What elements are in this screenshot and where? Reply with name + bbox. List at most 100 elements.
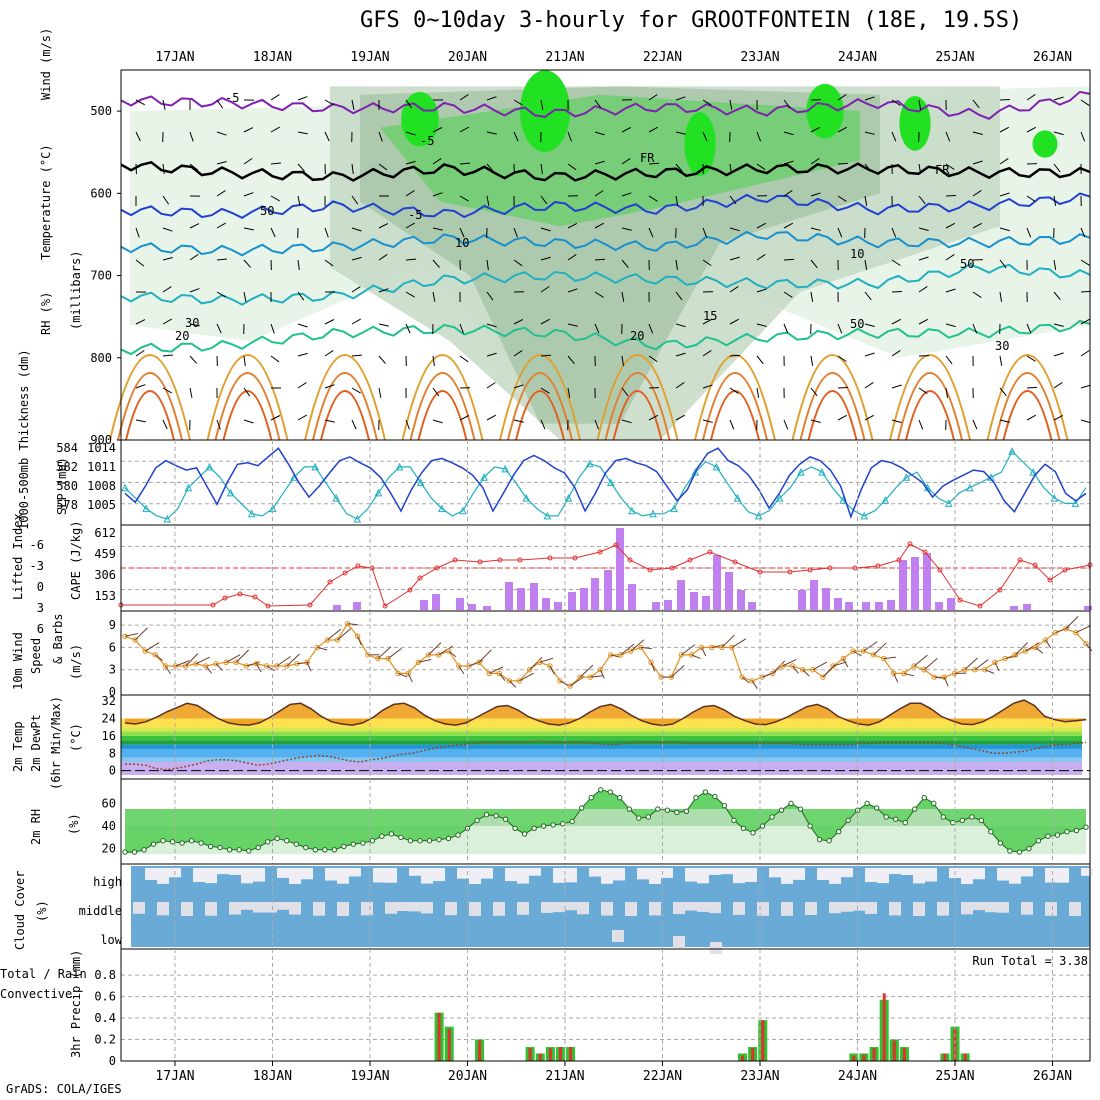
li-point	[547, 555, 553, 561]
wind-barb	[918, 256, 929, 261]
ylabel-upper: RH (%)	[39, 292, 53, 335]
li-point	[896, 557, 902, 563]
wind-barb	[702, 318, 713, 325]
date-label-top: 20JAN	[448, 50, 487, 65]
thickness-point	[775, 493, 784, 502]
rh2m-point	[1026, 845, 1032, 852]
cloud-high-gap	[1021, 868, 1033, 877]
wind-barb	[486, 96, 497, 101]
cape-bar	[652, 602, 660, 610]
li-point	[407, 587, 413, 593]
wind-barb	[405, 131, 416, 136]
wind-barb	[540, 419, 546, 430]
wind-barb	[324, 419, 335, 423]
cape-bar	[664, 600, 672, 610]
cape-bar	[505, 582, 513, 610]
cloud-mid-gap	[1069, 902, 1081, 916]
wind-barb	[621, 387, 629, 397]
wind-barb	[459, 195, 469, 202]
wind-barb	[513, 318, 524, 325]
ylabel-precip: 3hr Precip (mm)	[69, 950, 83, 1058]
surface-isotherm	[401, 354, 484, 441]
wind-barb	[405, 222, 415, 229]
precip-conv-bar	[943, 1053, 947, 1061]
wind-barb	[594, 99, 602, 109]
wind10-barb	[134, 627, 148, 641]
ytick-thickness: 584	[56, 441, 78, 455]
wind10-barb	[923, 657, 938, 671]
wind-barb	[918, 419, 924, 430]
cloud-mid-gap	[853, 902, 865, 911]
wind-barb	[918, 163, 922, 174]
rh-shade-3	[380, 94, 860, 227]
ytick-slp: 1005	[87, 498, 116, 512]
wind10-point	[1083, 641, 1089, 647]
wind-barb	[432, 291, 436, 302]
rh2m-point	[816, 836, 823, 843]
wind-barb	[432, 227, 443, 231]
temp-band-0	[121, 718, 1082, 728]
ytick-temp2m: 32	[102, 694, 116, 708]
isotherm-20	[120, 319, 1091, 356]
wind-barb	[702, 384, 713, 389]
wind-barb	[513, 131, 519, 142]
li-point	[517, 557, 523, 563]
wind-barb	[378, 288, 389, 293]
wind-barb	[945, 288, 956, 293]
wind10-point	[719, 644, 725, 651]
wind10-barb	[397, 672, 408, 678]
series-thickness	[124, 450, 1087, 520]
wind-barb	[837, 94, 847, 101]
wind-barb	[648, 162, 660, 165]
wind-barb	[1080, 350, 1090, 357]
cape-bar	[923, 553, 931, 610]
rh-high-1	[520, 70, 570, 153]
wind10-point	[891, 670, 897, 677]
ytick-rh2m: 40	[102, 819, 116, 833]
wind-barb	[243, 419, 254, 424]
rh2m-point	[445, 835, 452, 842]
wind-barb	[891, 259, 901, 266]
wind-barb	[1080, 318, 1091, 325]
ytick-slp: 1011	[87, 460, 116, 474]
wind-barb	[702, 99, 712, 106]
wind10-point	[132, 637, 138, 643]
wind10-barb	[883, 656, 897, 660]
rh2m-point	[683, 808, 690, 815]
wind-barb	[189, 387, 193, 398]
surface-isotherm	[791, 354, 874, 441]
precip-conv-bar	[548, 1048, 552, 1061]
cloud-high-gap	[1009, 868, 1021, 884]
cloud-mid-gap	[241, 902, 253, 910]
wind10-barb	[913, 654, 928, 667]
cloud-mid-gap	[829, 902, 841, 914]
wind-barb	[189, 355, 198, 364]
contour-label: 50	[260, 204, 274, 218]
wind10-barb	[691, 654, 701, 659]
surface-isotherm	[417, 390, 468, 441]
cloud-mid-gap	[265, 902, 277, 913]
wind-barb	[351, 387, 361, 394]
wind10-point	[385, 655, 391, 662]
wind10-barb	[357, 636, 362, 646]
cloud-high-gap	[193, 868, 205, 883]
ytick-cape: 612	[94, 526, 116, 540]
wind-barb	[405, 160, 416, 165]
wind10-barb	[448, 650, 457, 658]
wind-barb	[675, 323, 686, 328]
temp-band-5	[121, 744, 1082, 749]
thickness-point	[121, 483, 129, 492]
wind10-point	[1032, 644, 1039, 651]
contour-label: 10	[850, 247, 864, 261]
wind-barb	[891, 419, 902, 424]
rh2m-point	[131, 849, 138, 855]
wind-barb	[648, 126, 658, 133]
wind-barb	[567, 163, 577, 171]
cape-bar	[420, 600, 428, 610]
cape-bar	[432, 594, 440, 610]
rh2m-point	[436, 836, 442, 843]
wind-barb	[945, 254, 955, 261]
wind-barb	[540, 286, 550, 293]
contour-label: FR	[935, 163, 950, 177]
wind-barb	[675, 131, 686, 135]
